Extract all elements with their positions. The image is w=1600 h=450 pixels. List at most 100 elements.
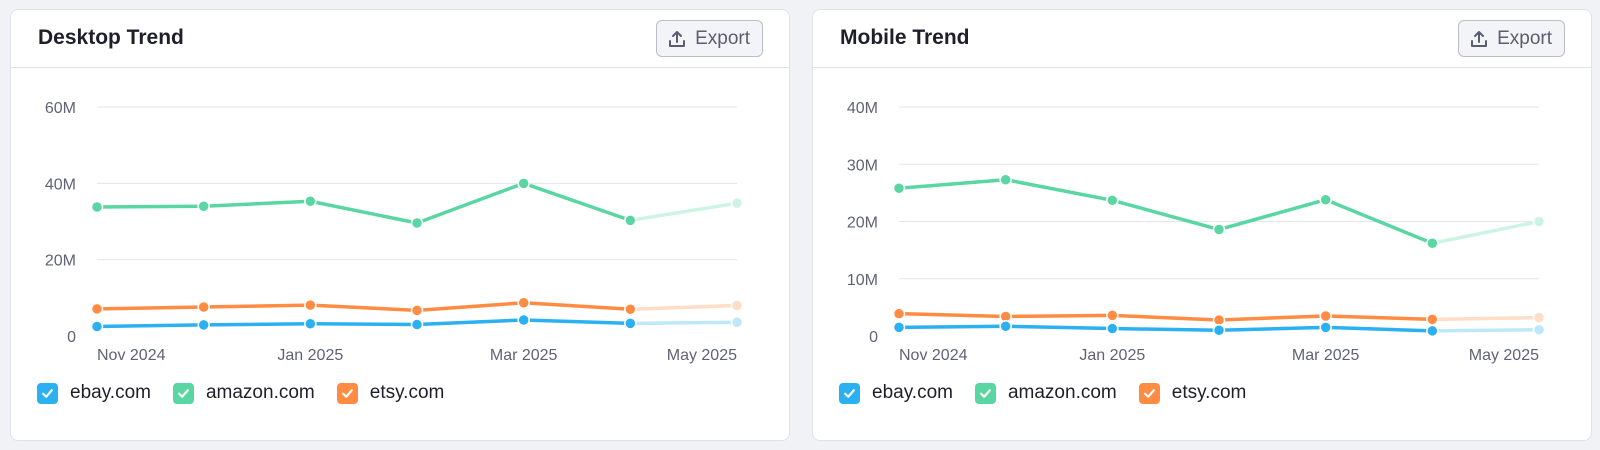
series-line (95, 301, 633, 313)
mobile-trend-card: Mobile Trend Export 40M 30M 20M 10M 0 Nov 202… (812, 9, 1592, 441)
data-point[interactable] (624, 214, 637, 227)
data-point[interactable] (730, 196, 744, 210)
data-point[interactable] (730, 299, 744, 312)
series-line (897, 311, 1435, 322)
card-title: Mobile Trend (840, 26, 970, 49)
legend-label: etsy.com (369, 382, 445, 403)
legend-label: etsy.com (1171, 382, 1247, 403)
data-point[interactable] (1319, 309, 1332, 323)
data-point[interactable] (1212, 223, 1226, 236)
check-icon (341, 388, 353, 398)
series-line (95, 318, 633, 329)
upload-icon (1471, 30, 1488, 47)
data-point[interactable] (90, 320, 104, 333)
export-button[interactable]: Export (1458, 20, 1565, 57)
data-point[interactable] (1532, 215, 1546, 228)
data-point[interactable] (304, 195, 317, 208)
x-tick-label: Mar 2025 (490, 347, 558, 364)
data-point[interactable] (624, 303, 637, 316)
x-tick-label: Jan 2025 (277, 347, 343, 364)
x-tick-label: Nov 2024 (899, 347, 968, 364)
x-tick-label: Jan 2025 (1079, 347, 1145, 364)
x-tick-label: May 2025 (1469, 347, 1539, 364)
legend-item-amazon[interactable]: amazon.com (974, 382, 1117, 404)
data-point[interactable] (197, 318, 210, 332)
legend-item-ebay[interactable]: ebay.com (37, 382, 151, 404)
checkbox[interactable] (336, 382, 358, 404)
check-icon (844, 388, 855, 398)
export-label: Export (695, 27, 750, 49)
legend-label: amazon.com (205, 382, 315, 403)
card-title: Desktop Trend (38, 26, 184, 49)
data-point[interactable] (410, 216, 424, 230)
legend-item-etsy[interactable]: etsy.com (1138, 382, 1247, 404)
x-tick-label: May 2025 (667, 347, 737, 364)
desktop-trend-chart: 60M 40M 20M 0 Nov 2024 Jan 2025 Mar 2025 May 20… (45, 100, 744, 364)
series-projection (628, 303, 739, 312)
checkbox[interactable] (974, 382, 996, 404)
data-point[interactable] (1426, 237, 1439, 250)
data-point[interactable] (304, 317, 317, 331)
data-point[interactable] (517, 313, 530, 327)
data-point[interactable] (1106, 322, 1119, 335)
data-point[interactable] (999, 320, 1012, 333)
series-line (897, 324, 1435, 333)
data-point[interactable] (410, 318, 424, 331)
series-projection (1430, 315, 1541, 322)
data-point[interactable] (90, 302, 104, 316)
legend-label: ebay.com (872, 382, 953, 403)
desktop-trend-card: Desktop Trend Export 60M 40M 20M 0 Nov 2024 J… (10, 9, 790, 441)
y-tick-label: 0 (869, 329, 878, 346)
data-point[interactable] (892, 321, 906, 334)
data-point[interactable] (1319, 321, 1332, 334)
checkbox[interactable] (839, 382, 860, 404)
y-tick-label: 0 (67, 329, 76, 346)
card-header: Desktop Trend Export (11, 10, 789, 68)
y-tick-label: 40M (45, 176, 76, 193)
y-tick-label: 10M (847, 272, 878, 289)
legend-item-amazon[interactable]: amazon.com (172, 382, 315, 404)
series-projection (628, 201, 739, 223)
data-point[interactable] (1426, 324, 1439, 338)
data-point[interactable] (90, 200, 104, 214)
check-icon (178, 388, 189, 398)
checkbox[interactable] (37, 382, 58, 404)
data-point[interactable] (892, 307, 906, 320)
data-point[interactable] (1212, 324, 1226, 337)
data-point[interactable] (517, 296, 530, 310)
data-point[interactable] (1212, 313, 1226, 327)
series-projection (1430, 327, 1541, 333)
series-projection (628, 320, 739, 326)
data-point[interactable] (197, 199, 210, 213)
data-point[interactable] (1532, 311, 1546, 324)
y-tick-label: 30M (847, 157, 878, 174)
chart-legend: ebay.com amazon.com etsy.com (839, 382, 1246, 404)
legend-item-ebay[interactable]: ebay.com (839, 382, 953, 404)
data-point[interactable] (1532, 323, 1546, 336)
checkbox[interactable] (1138, 382, 1160, 404)
data-point[interactable] (304, 298, 317, 312)
legend-label: amazon.com (1007, 382, 1117, 403)
legend-item-etsy[interactable]: etsy.com (336, 382, 445, 404)
y-tick-label: 40M (847, 100, 878, 117)
data-point[interactable] (197, 300, 210, 314)
data-point[interactable] (1106, 309, 1119, 322)
data-point[interactable] (1426, 313, 1439, 326)
data-point[interactable] (624, 317, 637, 330)
data-point[interactable] (730, 316, 744, 329)
mobile-trend-chart: 40M 30M 20M 10M 0 Nov 2024 Jan 2025 Mar 2025 May… (847, 100, 1546, 364)
series-line (95, 181, 633, 225)
data-point[interactable] (892, 182, 906, 195)
data-point[interactable] (517, 177, 530, 190)
y-tick-label: 60M (45, 100, 76, 117)
checkbox[interactable] (172, 382, 194, 404)
data-point[interactable] (1319, 193, 1332, 206)
chart-legend: ebay.com amazon.com etsy.com (37, 382, 444, 404)
data-point[interactable] (1106, 194, 1119, 207)
data-point[interactable] (999, 173, 1012, 186)
check-icon (42, 388, 53, 398)
check-icon (980, 388, 991, 398)
legend-label: ebay.com (70, 382, 151, 403)
data-point[interactable] (410, 304, 424, 317)
export-button[interactable]: Export (656, 20, 763, 57)
